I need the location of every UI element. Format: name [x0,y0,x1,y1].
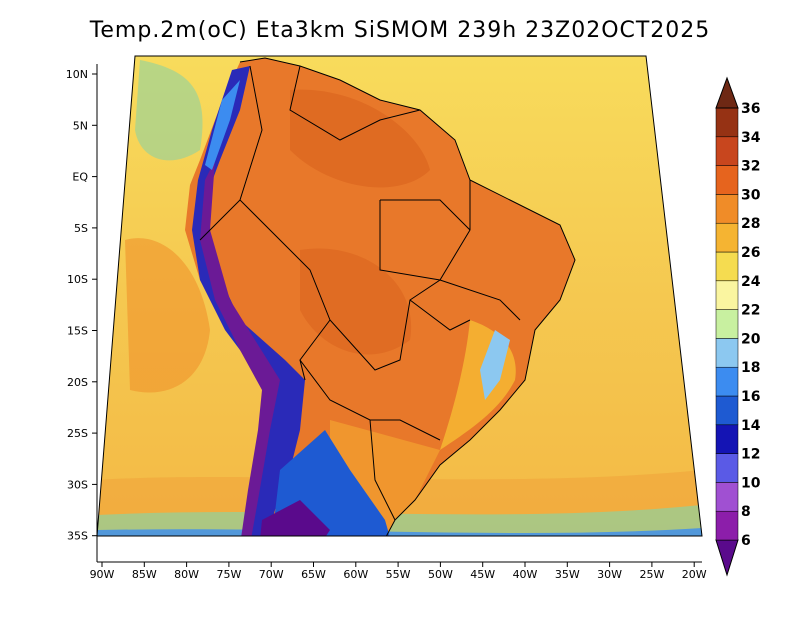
colorbar-label: 22 [741,303,760,319]
lat-tick-label: 25S [67,427,88,440]
colorbar-label: 20 [741,331,761,347]
colorbar-swatch [715,280,739,310]
lon-tick-label: 25W [639,568,664,581]
country-borders [199,57,576,536]
colorbar-swatch [715,309,739,339]
latitude-axis: 10N 5N EQ 5S 10S 15S 20S 25S 30S 35S [66,68,97,543]
lon-tick-label: 30W [597,568,622,581]
hot-patch-north [290,89,430,188]
map-frame [96,55,703,537]
map-title: Temp.2m(oC) Eta3km SiSMOM 239h 23Z02OCT2… [89,18,711,43]
colorbar-label: 8 [741,504,751,520]
colorbar-label: 30 [741,187,761,203]
colorbar-swatch [715,136,739,166]
colorbar-swatch [715,165,739,195]
pacific-warm-patch [125,238,210,393]
andes [192,66,305,536]
lat-tick-label: 5N [73,119,88,132]
lat-tick-label: 35S [67,530,88,543]
colorbar-label: 34 [741,130,761,146]
colorbar-label: 16 [741,389,760,405]
lon-tick-label: 75W [216,568,241,581]
lon-tick-label: 45W [470,568,495,581]
longitude-axis: 90W 85W 80W 75W 70W 65W 60W 55W 50W 45W 40W 35W 30W 2… [90,562,707,581]
colorbar-swatch [715,194,739,224]
colorbar-swatch [715,482,739,512]
lon-tick-label: 60W [343,568,368,581]
pacific-cool-patch [135,60,203,161]
colorbar-label: 28 [741,216,760,232]
lat-tick-label: 15S [67,325,88,338]
colorbar-label: 6 [741,533,751,549]
colorbar-swatch [715,395,739,426]
colorbar-swatch [715,510,739,541]
colorbar: 6 8 10 12 14 16 18 20 22 24 26 28 30 32 34 36 [715,76,761,577]
colorbar-label: 24 [741,274,761,290]
lon-tick-label: 70W [259,568,284,581]
colorbar-label: 14 [741,418,761,434]
lon-tick-label: 50W [428,568,453,581]
hot-patch-center [300,248,412,355]
colorbar-swatch [715,251,739,282]
andes-north-cool [205,80,240,170]
colorbar-swatch [715,222,739,253]
map-area [97,56,702,536]
colorbar-label: 12 [741,447,760,463]
colorbar-swatch [715,453,739,483]
lon-tick-label: 80W [174,568,199,581]
colorbar-swatch [715,338,739,368]
lon-tick-label: 65W [301,568,326,581]
andes-highest [200,160,280,536]
lat-tick-label: 20S [67,376,88,389]
lon-tick-label: 90W [90,568,115,581]
colorbar-max-arrow [715,76,739,109]
colorbar-swatch [715,424,739,454]
colorbar-label: 32 [741,159,760,175]
lon-tick-label: 85W [132,568,157,581]
colorbar-label: 36 [741,101,760,117]
se-highlands-cool [480,330,510,400]
colorbar-min-arrow [715,539,739,577]
lat-tick-label: 5S [74,222,88,235]
colorbar-swatch [715,107,739,138]
lon-tick-label: 35W [555,568,580,581]
lon-tick-label: 55W [386,568,411,581]
lon-tick-label: 20W [682,568,707,581]
colorbar-label: 10 [741,475,761,491]
colorbar-label: 18 [741,360,760,376]
lat-tick-label: EQ [72,171,88,184]
lat-tick-label: 30S [67,478,88,491]
colorbar-swatch [715,366,739,397]
lon-tick-label: 40W [513,568,538,581]
colorbar-label: 26 [741,245,760,261]
lat-tick-label: 10N [66,68,88,81]
lat-tick-label: 10S [67,273,88,286]
patagonia-coldest [258,500,330,536]
